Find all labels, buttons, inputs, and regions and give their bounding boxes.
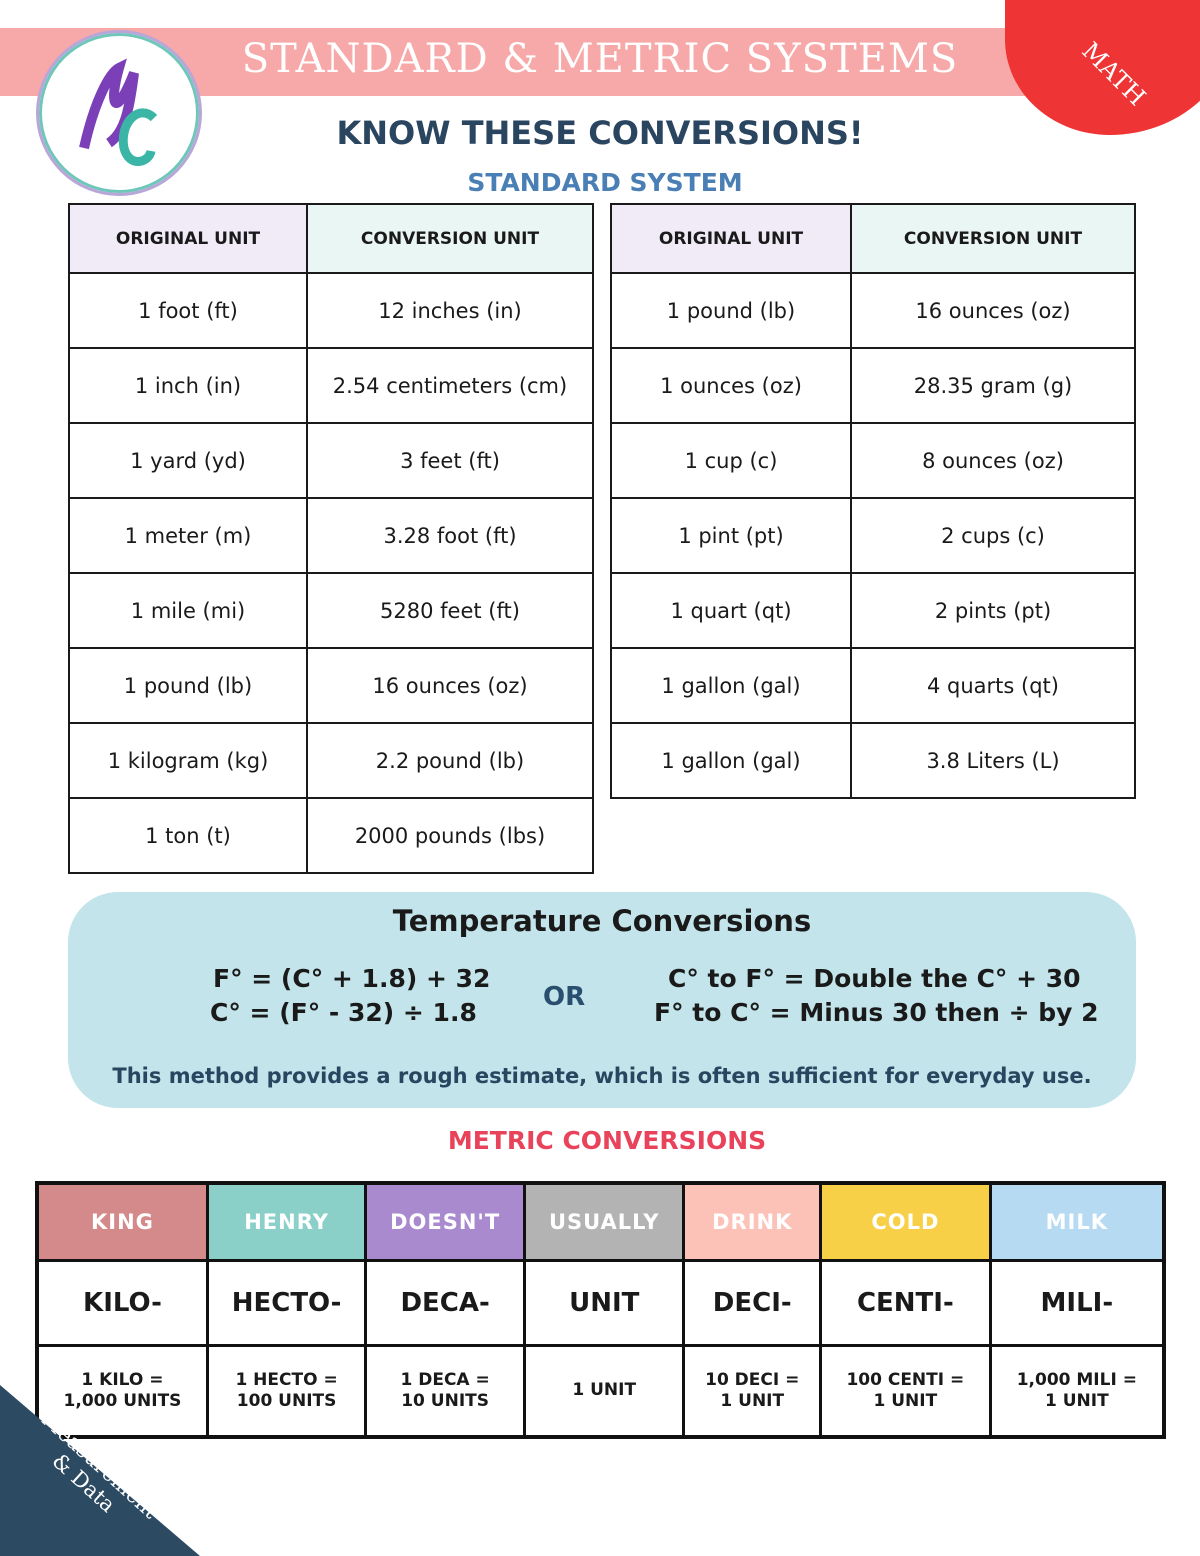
prefix-cell: MILI- — [988, 1258, 1166, 1347]
value-cell: 100 CENTI = 1 UNIT — [819, 1343, 992, 1439]
table-row: 1 yard (yd) 3 feet (ft) — [68, 422, 594, 499]
column-header: CONVERSION UNIT — [306, 203, 594, 274]
prefix-cell: DECI- — [682, 1258, 823, 1347]
table-row: 1 ounces (oz) 28.35 gram (g) — [610, 347, 1136, 424]
estimate-note: This method provides a rough estimate, w… — [112, 1064, 1092, 1088]
original-unit-cell: 1 kilogram (kg) — [68, 722, 308, 799]
original-unit-cell: 1 pound (lb) — [68, 647, 308, 724]
value-cell: 1,000 MILI = 1 UNIT — [988, 1343, 1166, 1439]
value-line: 1 KILO = — [81, 1369, 164, 1390]
standard-system-heading: STANDARD SYSTEM — [467, 168, 743, 197]
conversion-unit-cell: 28.35 gram (g) — [850, 347, 1136, 424]
temperature-title: Temperature Conversions — [392, 904, 812, 938]
original-unit-cell: 1 mile (mi) — [68, 572, 308, 649]
estimate-c-to-f: C° to F° = Double the C° + 30 — [668, 964, 1081, 993]
table-row: 1 ton (t) 2000 pounds (lbs) — [68, 797, 594, 874]
formula-f: F° = (C° + 1.8) + 32 — [213, 964, 491, 993]
mnemonic-cell: USUALLY — [523, 1181, 686, 1262]
conversion-unit-cell: 2.54 centimeters (cm) — [306, 347, 594, 424]
page-title: STANDARD & METRIC SYSTEMS — [241, 36, 959, 82]
mnemonic-cell: HENRY — [205, 1181, 368, 1262]
original-unit-cell: 1 cup (c) — [610, 422, 852, 499]
mnemonic-cell: COLD — [819, 1181, 992, 1262]
column-header: CONVERSION UNIT — [850, 203, 1136, 274]
original-unit-cell: 1 inch (in) — [68, 347, 308, 424]
value-line: 1 UNIT — [720, 1390, 785, 1411]
original-unit-cell: 1 foot (ft) — [68, 272, 308, 349]
conversion-unit-cell: 3 feet (ft) — [306, 422, 594, 499]
table-row: 1 quart (qt) 2 pints (pt) — [610, 572, 1136, 649]
original-unit-cell: 1 gallon (gal) — [610, 722, 852, 799]
mnemonic-cell: DRINK — [682, 1181, 823, 1262]
value-line: 1 HECTO = — [235, 1369, 338, 1390]
prefix-cell: KILO- — [35, 1258, 209, 1347]
mnemonic-cell: DOESN'T — [364, 1181, 527, 1262]
conversion-unit-cell: 3.28 foot (ft) — [306, 497, 594, 574]
value-cell: 1 HECTO = 100 UNITS — [205, 1343, 368, 1439]
column-header: ORIGINAL UNIT — [68, 203, 308, 274]
conversion-unit-cell: 4 quarts (qt) — [850, 647, 1136, 724]
logo — [36, 30, 202, 196]
original-unit-cell: 1 pound (lb) — [610, 272, 852, 349]
original-unit-cell: 1 pint (pt) — [610, 497, 852, 574]
or-label: OR — [543, 982, 586, 1012]
table-row: 1 pint (pt) 2 cups (c) — [610, 497, 1136, 574]
prefix-cell: DECA- — [364, 1258, 527, 1347]
metric-heading: METRIC CONVERSIONS — [447, 1126, 767, 1155]
value-line: 10 DECI = — [705, 1369, 800, 1390]
conversion-unit-cell: 2000 pounds (lbs) — [306, 797, 594, 874]
formula-c: C° = (F° - 32) ÷ 1.8 — [210, 998, 477, 1027]
column-header: ORIGINAL UNIT — [610, 203, 852, 274]
prefix-cell: HECTO- — [205, 1258, 368, 1347]
table-row: 1 cup (c) 8 ounces (oz) — [610, 422, 1136, 499]
corner-ribbon — [0, 1385, 200, 1556]
table-row: 1 gallon (gal) 4 quarts (qt) — [610, 647, 1136, 724]
mnemonic-cell: MILK — [988, 1181, 1166, 1262]
original-unit-cell: 1 gallon (gal) — [610, 647, 852, 724]
value-line: 1 UNIT — [1044, 1390, 1109, 1411]
value-line: 100 UNITS — [236, 1390, 337, 1411]
conversion-unit-cell: 3.8 Liters (L) — [850, 722, 1136, 799]
original-unit-cell: 1 ounces (oz) — [610, 347, 852, 424]
value-cell: 1 DECA = 10 UNITS — [364, 1343, 527, 1439]
value-line: 1 DECA = — [400, 1369, 490, 1390]
value-line: 1,000 MILI = — [1016, 1369, 1137, 1390]
value-cell: 1 UNIT — [523, 1343, 686, 1439]
standard-table-left: ORIGINAL UNIT CONVERSION UNIT 1 foot (ft)… — [68, 203, 594, 874]
main-heading: KNOW THESE CONVERSIONS! — [336, 114, 864, 152]
conversion-unit-cell: 2.2 pound (lb) — [306, 722, 594, 799]
table-row: 1 meter (m) 3.28 foot (ft) — [68, 497, 594, 574]
conversion-unit-cell: 2 cups (c) — [850, 497, 1136, 574]
conversion-unit-cell: 2 pints (pt) — [850, 572, 1136, 649]
conversion-unit-cell: 5280 feet (ft) — [306, 572, 594, 649]
table-row: 1 kilogram (kg) 2.2 pound (lb) — [68, 722, 594, 799]
mnemonic-cell: KING — [35, 1181, 209, 1262]
prefix-cell: UNIT — [523, 1258, 686, 1347]
standard-table-right: ORIGINAL UNIT CONVERSION UNIT 1 pound (lb… — [610, 203, 1136, 799]
title-banner — [0, 28, 1200, 96]
conversion-unit-cell: 12 inches (in) — [306, 272, 594, 349]
table-row: 1 mile (mi) 5280 feet (ft) — [68, 572, 594, 649]
table-row: 1 pound (lb) 16 ounces (oz) — [68, 647, 594, 724]
conversion-unit-cell: 16 ounces (oz) — [306, 647, 594, 724]
value-line: 1 UNIT — [572, 1380, 637, 1401]
table-row: 1 pound (lb) 16 ounces (oz) — [610, 272, 1136, 349]
original-unit-cell: 1 meter (m) — [68, 497, 308, 574]
value-line: 10 UNITS — [401, 1390, 489, 1411]
prefix-cell: CENTI- — [819, 1258, 992, 1347]
table-row: 1 inch (in) 2.54 centimeters (cm) — [68, 347, 594, 424]
conversion-unit-cell: 8 ounces (oz) — [850, 422, 1136, 499]
original-unit-cell: 1 ton (t) — [68, 797, 308, 874]
estimate-f-to-c: F° to C° = Minus 30 then ÷ by 2 — [654, 998, 1099, 1027]
value-cell: 10 DECI = 1 UNIT — [682, 1343, 823, 1439]
metric-table: KING HENRY DOESN'T USUALLY DRINK COLD MILK KILO… — [35, 1181, 1166, 1439]
table-row: 1 foot (ft) 12 inches (in) — [68, 272, 594, 349]
temperature-box: Temperature Conversions F° = (C° + 1.8) … — [68, 892, 1136, 1108]
table-row: 1 gallon (gal) 3.8 Liters (L) — [610, 722, 1136, 799]
conversion-unit-cell: 16 ounces (oz) — [850, 272, 1136, 349]
value-line: 100 CENTI = — [846, 1369, 965, 1390]
original-unit-cell: 1 quart (qt) — [610, 572, 852, 649]
original-unit-cell: 1 yard (yd) — [68, 422, 308, 499]
value-line: 1 UNIT — [873, 1390, 938, 1411]
